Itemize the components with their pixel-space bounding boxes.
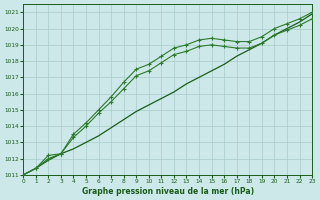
- X-axis label: Graphe pression niveau de la mer (hPa): Graphe pression niveau de la mer (hPa): [82, 187, 254, 196]
